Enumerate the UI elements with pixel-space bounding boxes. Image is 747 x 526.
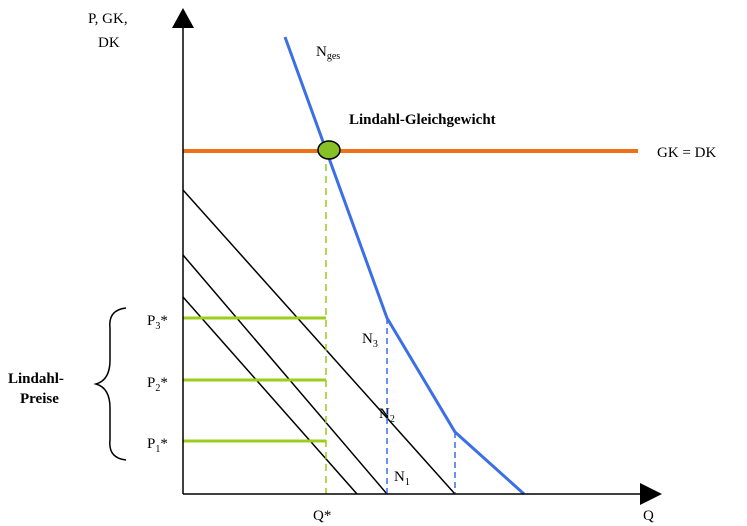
q-star-label: Q*: [313, 508, 331, 524]
equilibrium-point: [317, 140, 341, 160]
x-axis-arrowhead: [640, 483, 662, 505]
price-label-p1: P1*: [147, 436, 168, 455]
n-total-label: Nges: [316, 44, 340, 62]
y-axis-label-line2: DK: [98, 35, 120, 51]
total-demand-curve: [283, 36, 526, 496]
equilibrium-label: Lindahl-Gleichgewicht: [349, 112, 496, 128]
brace-label-line1: Lindahl-: [8, 371, 64, 387]
n3-label: N3: [362, 331, 378, 350]
n1-label: N1: [394, 469, 410, 488]
y-axis-label-line1: P, GK,: [88, 11, 128, 27]
cost-line-label: GK = DK: [657, 145, 716, 161]
demand-line-n3: [182, 189, 456, 495]
price-label-p2: P2*: [147, 375, 168, 394]
lindahl-prices-brace: [93, 307, 127, 461]
demand-line-n1: [182, 296, 358, 495]
price-label-p3: P3*: [147, 313, 168, 332]
x-axis-label: Q: [643, 508, 654, 524]
brace-label-line2: Preise: [20, 391, 59, 407]
y-axis-arrowhead: [172, 8, 194, 28]
demand-line-n2: [182, 254, 388, 495]
n2-label: N2: [379, 406, 395, 425]
